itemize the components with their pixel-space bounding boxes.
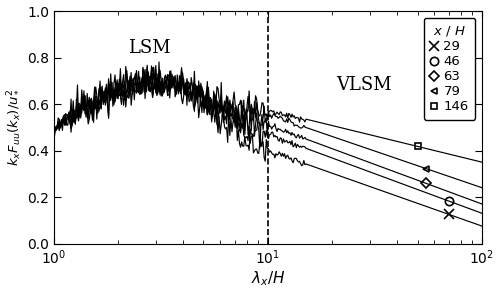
Y-axis label: $k_x F_{uu}(k_x) / u_*^2$: $k_x F_{uu}(k_x) / u_*^2$: [6, 88, 23, 166]
X-axis label: $\lambda_x / H$: $\lambda_x / H$: [250, 270, 285, 288]
Text: VLSM: VLSM: [336, 76, 392, 94]
Legend: 29, 46, 63, 79, 146: 29, 46, 63, 79, 146: [424, 18, 476, 120]
Text: LSM: LSM: [128, 39, 171, 57]
